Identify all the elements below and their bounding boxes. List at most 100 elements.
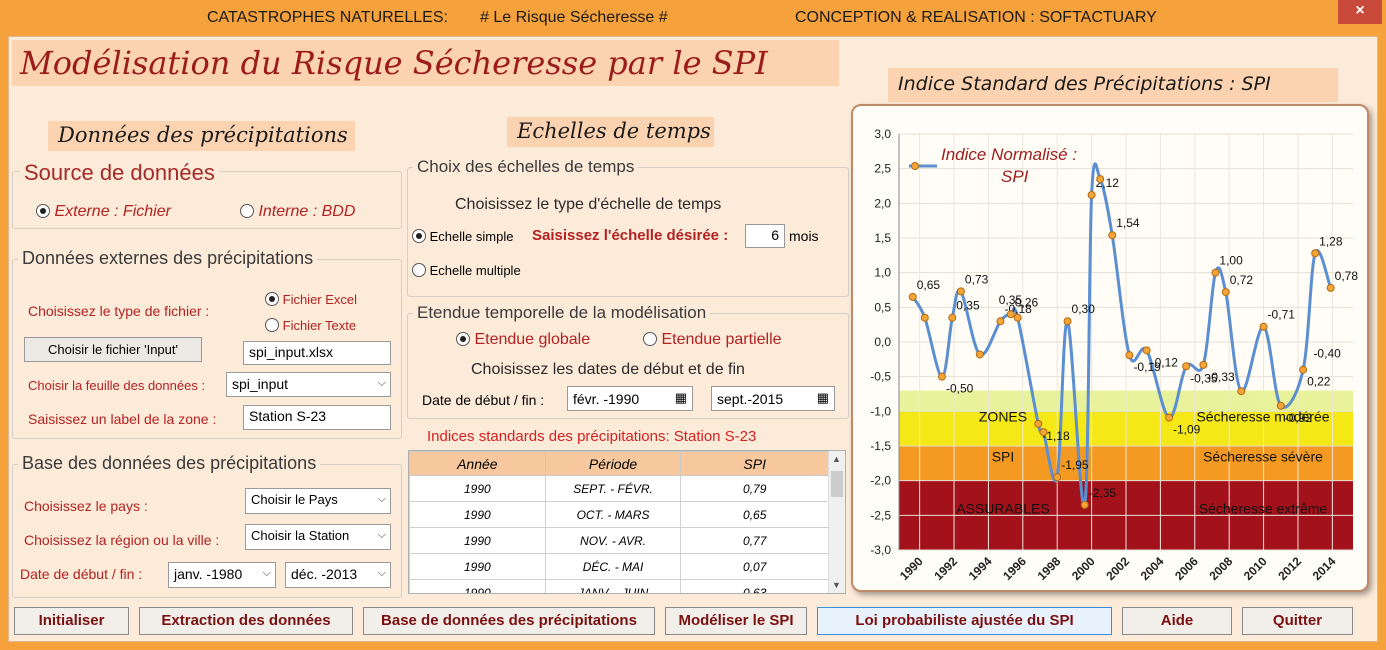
table-row[interactable]: 1990 OCT. - MARS 0,65 bbox=[409, 501, 829, 528]
spi-data-point bbox=[1063, 317, 1072, 326]
table-row[interactable]: 1990 DÉC. - MAI 0,07 bbox=[409, 553, 829, 580]
spi-data-label: 1,54 bbox=[1116, 216, 1140, 230]
radio-texte-dot[interactable] bbox=[265, 318, 279, 332]
cell-annee[interactable]: 1990 bbox=[409, 579, 546, 593]
base-donnees-button[interactable]: Base de données des précipitations bbox=[363, 607, 655, 635]
y-tick-label: 0,5 bbox=[874, 300, 891, 314]
cell-spi[interactable]: 0,65 bbox=[680, 501, 829, 528]
radio-interne-dot[interactable] bbox=[240, 204, 254, 218]
choose-file-button[interactable]: Choisir le fichier 'Input' bbox=[24, 337, 202, 362]
extraction-button[interactable]: Extraction des données bbox=[139, 607, 353, 635]
cell-periode[interactable]: DÉC. - MAI bbox=[544, 553, 682, 580]
spi-data-label: 0,78 bbox=[1335, 269, 1359, 283]
radio-externe[interactable]: Externe : Fichier bbox=[36, 203, 171, 221]
base-dates-label: Date de début / fin : bbox=[20, 566, 143, 582]
cell-annee[interactable]: 1990 bbox=[409, 501, 546, 528]
col-header-periode[interactable]: Période bbox=[544, 451, 682, 476]
x-tick-label: 1994 bbox=[966, 554, 995, 583]
radio-globale[interactable]: Etendue globale bbox=[456, 331, 590, 349]
cell-spi[interactable]: 0,79 bbox=[680, 475, 829, 502]
cell-annee[interactable]: 1990 bbox=[409, 553, 546, 580]
spi-data-point bbox=[1276, 401, 1285, 410]
initialiser-button[interactable]: Initialiser bbox=[14, 607, 129, 635]
cell-spi[interactable]: 0,63 bbox=[680, 579, 829, 593]
spi-data-point bbox=[1237, 387, 1246, 396]
radio-excel-label: Fichier Excel bbox=[282, 292, 358, 307]
col-header-annee[interactable]: Année bbox=[409, 451, 546, 476]
echelle-field[interactable]: 6 bbox=[745, 224, 785, 248]
scroll-up-icon[interactable]: ▲ bbox=[832, 454, 841, 464]
radio-excel-dot[interactable] bbox=[265, 292, 279, 306]
title-left: CATASTROPHES NATURELLES: bbox=[207, 9, 448, 26]
table-row[interactable]: 1990 JANV. - JUIN 0,63 bbox=[409, 579, 829, 593]
cell-periode[interactable]: SEPT. - FÉVR. bbox=[544, 475, 682, 502]
spi-data-point bbox=[1311, 249, 1320, 258]
quitter-button[interactable]: Quitter bbox=[1242, 607, 1353, 635]
calendar-icon[interactable]: ▦ bbox=[816, 390, 829, 405]
spi-data-label: 0,35 bbox=[956, 299, 980, 313]
y-tick-label: -1,5 bbox=[870, 439, 891, 453]
page-title: Modélisation du Risque Sécheresse par le… bbox=[12, 40, 839, 86]
spi-data-label: -2,35 bbox=[1089, 486, 1117, 500]
etendue-date-fin-picker[interactable]: sept.-2015 ▦ bbox=[711, 386, 835, 411]
radio-multiple-dot[interactable] bbox=[412, 263, 426, 277]
radio-texte[interactable]: Fichier Texte bbox=[265, 318, 356, 333]
radio-partielle[interactable]: Etendue partielle bbox=[643, 331, 782, 349]
spi-data-point bbox=[1096, 175, 1105, 184]
source-title: Source de données bbox=[20, 160, 219, 186]
y-tick-label: 2,5 bbox=[874, 162, 891, 176]
modeliser-button[interactable]: Modéliser le SPI bbox=[665, 607, 807, 635]
radio-excel[interactable]: Fichier Excel bbox=[265, 292, 357, 307]
radio-externe-dot[interactable] bbox=[36, 204, 50, 218]
sheet-select-value: spi_input bbox=[232, 376, 289, 392]
radio-multiple[interactable]: Echelle multiple bbox=[412, 263, 521, 278]
table-row[interactable]: 1990 SEPT. - FÉVR. 0,79 bbox=[409, 475, 829, 502]
spi-data-label: 0,73 bbox=[965, 272, 989, 286]
spi-data-point bbox=[1125, 351, 1134, 360]
cell-periode[interactable]: OCT. - MARS bbox=[544, 501, 682, 528]
radio-simple[interactable]: Echelle simple bbox=[412, 229, 513, 244]
col-header-spi[interactable]: SPI bbox=[680, 451, 829, 476]
sheet-select[interactable]: spi_input ⌵ bbox=[226, 372, 391, 397]
calendar-icon[interactable]: ▦ bbox=[674, 390, 687, 405]
spi-data-point bbox=[975, 350, 984, 359]
x-tick-label: 2006 bbox=[1172, 554, 1201, 583]
cell-annee[interactable]: 1990 bbox=[409, 475, 546, 502]
cell-spi[interactable]: 0,77 bbox=[680, 527, 829, 554]
radio-globale-dot[interactable] bbox=[456, 332, 470, 346]
spi-data-point bbox=[1182, 362, 1191, 371]
spi-data-label: -1,09 bbox=[1173, 423, 1201, 437]
base-date-debut-select[interactable]: janv. -1980 ⌵ bbox=[168, 562, 276, 588]
aide-button[interactable]: Aide bbox=[1122, 607, 1232, 635]
spi-data-point bbox=[1039, 428, 1048, 437]
radio-simple-label: Echelle simple bbox=[429, 229, 514, 244]
scrollbar-thumb[interactable] bbox=[831, 471, 843, 497]
spi-data-label: -0,33 bbox=[1207, 370, 1235, 384]
spi-data-label: -0,92 bbox=[1285, 411, 1313, 425]
externes-title: Données externes des précipitations bbox=[18, 248, 318, 269]
radio-partielle-dot[interactable] bbox=[643, 332, 657, 346]
close-button[interactable]: × bbox=[1338, 0, 1382, 24]
region-select[interactable]: Choisir la Station ⌵ bbox=[245, 524, 391, 550]
spi-data-label: -1,95 bbox=[1061, 458, 1089, 472]
radio-interne[interactable]: Interne : BDD bbox=[240, 203, 355, 221]
cell-annee[interactable]: 1990 bbox=[409, 527, 546, 554]
cell-periode[interactable]: NOV. - AVR. bbox=[544, 527, 682, 554]
cell-spi[interactable]: 0,07 bbox=[680, 553, 829, 580]
spi-table[interactable]: Année Période SPI 1990 SEPT. - FÉVR. 0,7… bbox=[408, 450, 846, 594]
base-date-fin-select[interactable]: déc. -2013 ⌵ bbox=[285, 562, 391, 588]
pays-select[interactable]: Choisir le Pays ⌵ bbox=[245, 488, 391, 514]
legend-label: SPI bbox=[1001, 167, 1029, 186]
file-path-field[interactable]: spi_input.xlsx bbox=[243, 341, 391, 365]
chevron-down-icon: ⌵ bbox=[377, 377, 386, 389]
table-row[interactable]: 1990 NOV. - AVR. 0,77 bbox=[409, 527, 829, 554]
spi-data-label: 0,35 bbox=[999, 293, 1023, 307]
y-tick-label: 1,5 bbox=[874, 231, 891, 245]
cell-periode[interactable]: JANV. - JUIN bbox=[544, 579, 682, 593]
table-scrollbar[interactable]: ▲ ▼ bbox=[828, 451, 845, 593]
zone-label-field[interactable]: Station S-23 bbox=[243, 405, 391, 430]
loi-probabiliste-button[interactable]: Loi probabiliste ajustée du SPI bbox=[817, 607, 1112, 635]
radio-simple-dot[interactable] bbox=[412, 229, 426, 243]
scroll-down-icon[interactable]: ▼ bbox=[832, 580, 841, 590]
etendue-date-debut-picker[interactable]: févr. -1990 ▦ bbox=[567, 386, 693, 411]
